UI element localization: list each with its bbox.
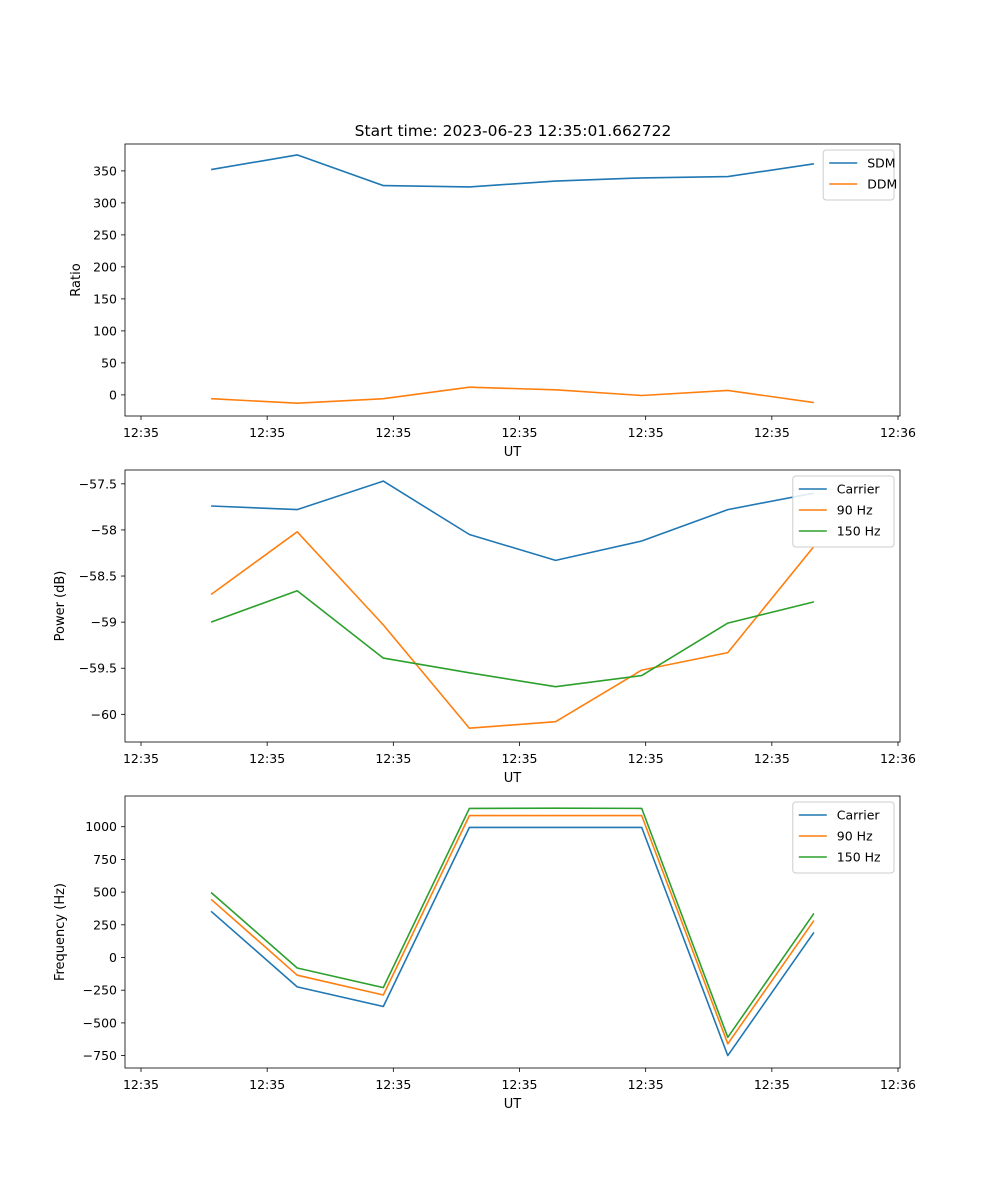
x-axis-label: UT [504,1097,522,1112]
x-tick-label: 12:36 [880,751,916,766]
x-tick-label: 12:35 [754,425,790,440]
legend-label: 150 Hz [837,524,881,539]
y-tick-label: 100 [93,323,117,338]
x-tick-label: 12:35 [754,751,790,766]
x-tick-label: 12:35 [123,425,159,440]
y-tick-label: 150 [93,291,117,306]
series-line-150-hz [210,807,815,1039]
y-tick-label: 0 [109,387,117,402]
subplot-1: 0 50 100 150 200 250 300 350 12:35 12:35 12:35 12:3… [69,143,916,460]
legend: Carrier 90 Hz 150 Hz [792,801,895,874]
x-tick-label: 12:35 [501,751,537,766]
y-axis-label: Frequency (Hz) [53,883,68,981]
x-tick-label: 12:35 [501,425,537,440]
y-tick-label: 200 [93,259,117,274]
series-line-carrier [210,826,815,1057]
y-tick-label: −500 [83,1015,117,1030]
axes-frame [124,143,901,417]
y-axis-label: Ratio [69,263,84,296]
x-tick-label: 12:35 [249,425,285,440]
x-tick-label: 12:35 [249,1077,285,1092]
legend-box [792,801,895,874]
y-tick-label: 1000 [85,819,117,834]
legend-label: Carrier [837,808,881,823]
y-tick-label: −59 [91,615,117,630]
x-tick-label: 12:35 [628,425,664,440]
y-tick-label: 750 [93,852,117,867]
legend-label: 90 Hz [837,829,873,844]
legend-label: 90 Hz [837,503,873,518]
y-tick-label: 0 [109,950,117,965]
legend-label: SDM [867,156,895,171]
x-tick-label: 12:35 [628,1077,664,1092]
x-tick-label: 12:36 [880,425,916,440]
legend-box [792,475,895,548]
x-tick-label: 12:35 [375,1077,411,1092]
series-line-sdm [210,154,815,188]
x-axis-label: UT [504,445,522,460]
y-axis-label: Power (dB) [53,571,68,642]
x-tick-label: 12:35 [249,751,285,766]
x-tick-label: 12:35 [123,1077,159,1092]
y-tick-label: 300 [93,195,117,210]
x-tick-label: 12:35 [628,751,664,766]
y-tick-label: −58.5 [79,569,117,584]
x-tick-label: 12:36 [880,1077,916,1092]
axes-frame [124,469,901,743]
y-tick-label: −750 [83,1048,117,1063]
legend: Carrier 90 Hz 150 Hz [792,475,895,548]
y-tick-label: −57.5 [79,476,117,491]
legend-label: 150 Hz [837,850,881,865]
series-line-90-hz [210,814,815,1045]
y-tick-label: 350 [93,163,117,178]
x-tick-label: 12:35 [123,751,159,766]
y-tick-label: 250 [93,227,117,242]
y-tick-label: 50 [101,355,117,370]
y-tick-label: 500 [93,885,117,900]
y-tick-label: −59.5 [79,661,117,676]
legend-label: Carrier [837,482,881,497]
x-tick-label: 12:35 [375,425,411,440]
x-tick-label: 12:35 [375,751,411,766]
series-line-150-hz [210,589,815,688]
y-tick-label: −60 [91,707,117,722]
legend: SDM DDM [822,149,897,201]
x-tick-label: 12:35 [501,1077,537,1092]
legend-label: DDM [867,177,897,192]
subplot-3: −750 −500 −250 0 250 500 750 1000 12:35 12:35 12:3… [53,795,916,1112]
series-line-90-hz [210,530,815,730]
y-tick-label: −250 [83,983,117,998]
figure-title: Start time: 2023-06-23 12:35:01.662722 [355,122,672,140]
series-line-carrier [211,480,815,562]
subplots: 0 50 100 150 200 250 300 350 12:35 12:35 12:35 12:3… [53,143,916,1112]
axes-frame [124,795,901,1069]
y-tick-label: −58 [91,522,117,537]
series-line-ddm [211,386,815,405]
x-axis-label: UT [504,771,522,786]
subplot-2: −60 −59.5 −59 −58.5 −58 −57.5 12:35 12:35 12:35 1… [53,469,916,786]
x-tick-label: 12:35 [754,1077,790,1092]
y-tick-label: 250 [93,917,117,932]
